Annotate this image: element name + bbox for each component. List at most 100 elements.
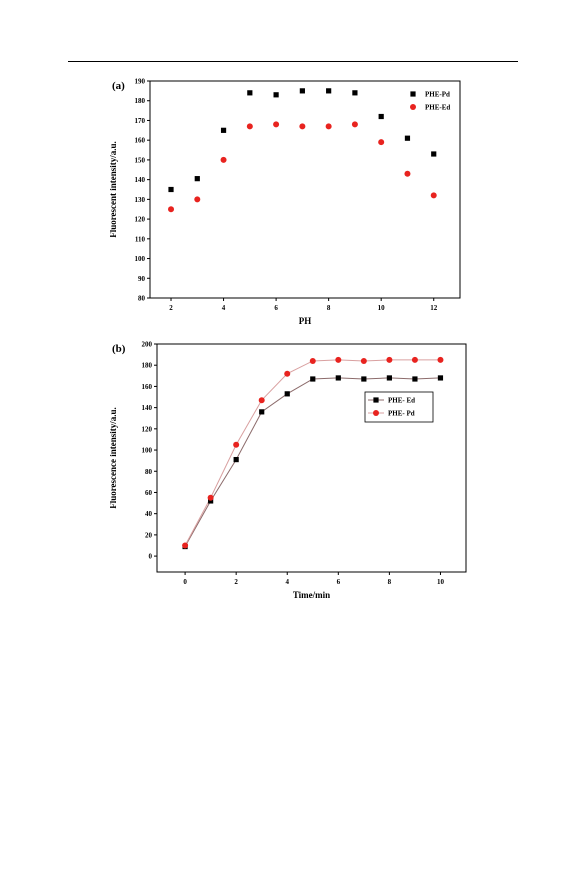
c0-y-tick-label: 190 xyxy=(135,78,146,86)
c1-series-1-point xyxy=(309,357,316,364)
c0-y-tick-label: 160 xyxy=(135,137,146,145)
c0-legend-label: PHE-Pd xyxy=(425,91,450,99)
c0-legend-label: PHE-Ed xyxy=(425,104,450,112)
c1-series-1-point xyxy=(335,356,342,363)
c1-y-tick-label: 80 xyxy=(145,468,153,476)
c0-y-tick-label: 100 xyxy=(135,255,146,263)
c0-series-0-point xyxy=(168,186,174,193)
c1-series-0-point xyxy=(386,375,392,381)
c0-y-tick-label: 80 xyxy=(138,295,146,303)
c1-legend-marker xyxy=(373,397,379,403)
c0-x-axis-title: PH xyxy=(299,316,312,326)
c1-series-1-point xyxy=(207,494,214,501)
c1-x-tick-label: 2 xyxy=(234,578,238,586)
c1-series-1-point xyxy=(233,441,240,448)
c0-x-tick-label: 4 xyxy=(222,304,226,312)
c0-x-tick-label: 12 xyxy=(430,304,438,312)
c0-series-1-point xyxy=(378,139,385,146)
c0-series-1-point xyxy=(246,123,253,130)
c1-panel-label: (b) xyxy=(112,343,126,355)
c0-series-0-point xyxy=(352,90,358,96)
c0-y-tick-label: 120 xyxy=(135,216,146,224)
c1-y-tick-label: 0 xyxy=(149,553,153,561)
c1-series-0-point xyxy=(310,376,316,382)
chart-a: 80 90 100 110 120 130 140 150 160 170 180 190 2 4 6 8 10… xyxy=(108,72,470,334)
header-rule xyxy=(68,61,518,62)
c1-y-tick-label: 140 xyxy=(142,404,153,412)
c0-series-0-point xyxy=(378,113,384,120)
c0-x-tick-label: 2 xyxy=(169,304,173,312)
c1-series-0-point xyxy=(259,409,265,415)
c0-y-tick-label: 180 xyxy=(135,97,146,105)
c0-series-1-point xyxy=(273,121,280,128)
c0-series-1-point xyxy=(168,206,175,213)
c0-y-tick-label: 150 xyxy=(135,156,146,164)
c0-series-1-point xyxy=(404,170,411,177)
chart-a-svg: 80 90 100 110 120 130 140 150 160 170 180 190 2 4 6 8 10… xyxy=(108,78,461,326)
c0-x-tick-label: 10 xyxy=(378,304,386,312)
c1-series-0-point xyxy=(233,456,239,463)
c1-x-tick-label: 4 xyxy=(285,578,289,586)
c1-series-1-point xyxy=(360,357,367,364)
c1-y-tick-label: 200 xyxy=(142,341,153,349)
c1-series-1-line xyxy=(184,359,441,546)
c1-legend-box xyxy=(364,391,434,423)
c1-y-tick-label: 160 xyxy=(142,383,153,391)
c0-series-0-point xyxy=(247,90,253,96)
c0-y-tick-label: 130 xyxy=(135,196,146,204)
c0-legend-marker xyxy=(410,104,416,110)
c1-x-tick-label: 10 xyxy=(437,578,445,586)
c1-y-tick-label: 100 xyxy=(142,447,153,455)
c1-plot-frame xyxy=(156,343,467,573)
c0-series-0-point xyxy=(404,135,411,141)
c0-x-tick-label: 8 xyxy=(327,304,331,312)
c1-series-0-point xyxy=(284,391,290,397)
c0-series-1-point xyxy=(325,123,332,130)
c1-series-0-point xyxy=(208,498,214,504)
c1-x-tick-label: 6 xyxy=(337,578,341,586)
chart-b-svg: 0 20 40 60 80 100 120 140 160 180 200 0 2 4 6 8 10 Time/m… xyxy=(108,341,467,600)
c1-series-1-point xyxy=(386,356,393,363)
c0-series-0-point xyxy=(431,151,437,157)
c0-y-tick-label: 140 xyxy=(135,176,146,184)
c0-y-axis-title: Fluorescent intensity/a.u. xyxy=(110,141,118,238)
c0-series-0-point xyxy=(326,88,332,94)
c0-series-0-point xyxy=(194,176,200,182)
c1-series-0-point xyxy=(361,376,367,382)
c1-legend-label: PHE- Ed xyxy=(388,397,415,405)
c1-y-axis-title: Fluorescence intensity/a.u. xyxy=(110,407,118,509)
c0-panel-label: (a) xyxy=(112,80,125,92)
c0-series-0-point xyxy=(220,127,227,133)
c1-series-1-point xyxy=(411,356,418,363)
c1-series-0-point xyxy=(412,376,418,382)
c1-series-0-point xyxy=(335,375,341,381)
c0-series-1-point xyxy=(194,196,201,203)
c1-x-tick-label: 0 xyxy=(183,578,187,586)
c1-series-1-point xyxy=(284,370,291,377)
c1-y-tick-label: 20 xyxy=(145,531,153,539)
c0-series-1-point xyxy=(220,156,227,163)
c1-series-1-point xyxy=(258,397,265,404)
c1-series-1-point xyxy=(437,356,444,363)
c1-y-tick-label: 60 xyxy=(145,489,153,497)
c1-legend-label: PHE- Pd xyxy=(388,410,415,418)
c1-y-tick-label: 40 xyxy=(145,510,153,518)
c0-series-1-point xyxy=(351,121,358,128)
c0-plot-frame xyxy=(149,80,461,299)
chart-b: 0 20 40 60 80 100 120 140 160 180 200 0 2 4 6 8 10 Time/m… xyxy=(108,336,470,608)
c0-series-0-point xyxy=(299,88,305,94)
c1-series-0-point xyxy=(437,375,444,381)
c0-y-tick-label: 90 xyxy=(138,275,146,283)
c1-series-1-point xyxy=(182,542,189,549)
c0-y-tick-label: 170 xyxy=(135,117,146,125)
c1-x-tick-label: 8 xyxy=(388,578,392,586)
c0-legend-marker xyxy=(410,91,416,97)
c0-y-tick-label: 110 xyxy=(135,235,146,243)
c0-x-tick-label: 6 xyxy=(274,304,278,312)
c1-x-axis-title: Time/min xyxy=(293,590,330,600)
c1-legend-marker xyxy=(373,410,379,416)
c1-y-tick-label: 120 xyxy=(142,425,153,433)
c0-series-1-point xyxy=(430,192,437,199)
c1-y-tick-label: 180 xyxy=(142,362,153,370)
c0-series-0-point xyxy=(273,92,279,98)
